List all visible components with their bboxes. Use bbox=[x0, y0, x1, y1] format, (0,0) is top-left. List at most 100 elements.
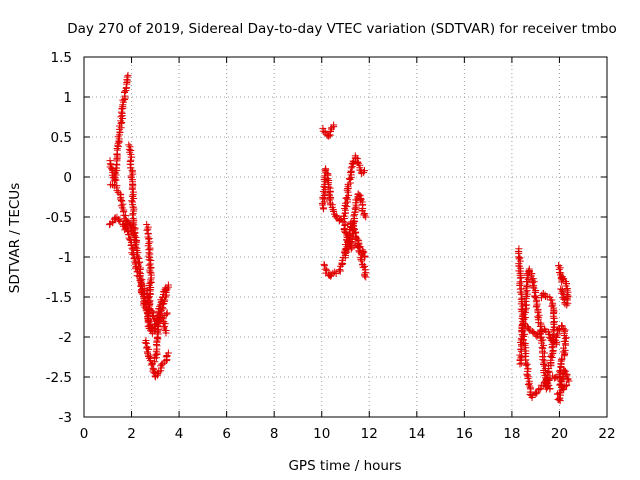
data-point bbox=[325, 183, 333, 191]
data-point bbox=[563, 372, 571, 380]
data-point bbox=[362, 213, 370, 221]
y-axis: -3 -2.5 -2 -1.5 -1 -0.5 0 0.5 1 1.5 bbox=[46, 50, 607, 426]
x-tick-label: 4 bbox=[175, 426, 184, 442]
data-point bbox=[164, 281, 172, 289]
data-point bbox=[123, 228, 131, 236]
y-tick-label: 1 bbox=[63, 90, 72, 106]
data-point bbox=[136, 273, 144, 281]
data-point bbox=[526, 327, 534, 335]
plot-frame bbox=[83, 56, 608, 418]
data-point bbox=[112, 164, 120, 172]
x-tick-label: 0 bbox=[80, 426, 89, 442]
data-point bbox=[523, 281, 531, 289]
data-point bbox=[345, 191, 353, 199]
data-point bbox=[549, 301, 557, 309]
data-point bbox=[113, 187, 121, 195]
data-point bbox=[141, 339, 149, 347]
data-point bbox=[162, 353, 170, 361]
data-point bbox=[561, 383, 569, 391]
data-point bbox=[529, 275, 537, 283]
data-point bbox=[121, 212, 129, 220]
data-point bbox=[143, 309, 151, 317]
data-point bbox=[531, 293, 539, 301]
data-point bbox=[148, 329, 156, 337]
data-point bbox=[336, 266, 344, 274]
data-points bbox=[106, 71, 573, 405]
data-point bbox=[564, 375, 572, 383]
data-point bbox=[530, 278, 538, 286]
x-tick-label: 22 bbox=[598, 426, 615, 442]
data-point bbox=[143, 344, 151, 352]
data-point bbox=[548, 296, 556, 304]
data-point bbox=[146, 268, 154, 276]
data-point bbox=[319, 187, 327, 195]
y-tick-label: 1.5 bbox=[51, 50, 72, 66]
y-axis-label: SDTVAR / TECUs bbox=[7, 183, 23, 293]
data-point bbox=[147, 361, 155, 369]
data-point bbox=[540, 326, 548, 334]
data-point bbox=[163, 309, 171, 317]
data-point bbox=[558, 322, 566, 330]
data-point bbox=[143, 289, 151, 297]
data-point bbox=[341, 229, 349, 237]
data-point bbox=[360, 168, 368, 176]
data-point bbox=[354, 236, 362, 244]
data-point bbox=[128, 197, 136, 205]
x-tick-label: 14 bbox=[408, 426, 425, 442]
data-point bbox=[131, 244, 139, 252]
data-point bbox=[146, 238, 154, 246]
y-tick-label: -1.5 bbox=[46, 290, 72, 306]
data-point bbox=[137, 282, 145, 290]
data-point bbox=[118, 118, 126, 126]
data-point bbox=[135, 258, 143, 266]
chart-title: Day 270 of 2019, Sidereal Day-to-day VTE… bbox=[67, 21, 616, 37]
data-point bbox=[529, 283, 537, 291]
data-point bbox=[330, 121, 338, 129]
data-point bbox=[557, 285, 565, 293]
data-point bbox=[516, 351, 524, 359]
data-point bbox=[129, 220, 137, 228]
data-point bbox=[356, 196, 364, 204]
data-point bbox=[562, 334, 570, 342]
data-point bbox=[556, 264, 564, 272]
data-point bbox=[350, 212, 358, 220]
x-tick-label: 10 bbox=[313, 426, 330, 442]
data-point bbox=[164, 349, 172, 357]
data-point bbox=[542, 385, 550, 393]
data-point bbox=[535, 386, 543, 394]
data-point bbox=[361, 272, 369, 280]
data-point bbox=[127, 153, 135, 161]
data-point bbox=[132, 240, 140, 248]
y-tick-label: -1 bbox=[59, 250, 72, 266]
data-point bbox=[534, 313, 542, 321]
data-point bbox=[536, 385, 544, 393]
data-point bbox=[115, 216, 123, 224]
data-point bbox=[345, 233, 353, 241]
data-point bbox=[137, 288, 145, 296]
data-point bbox=[539, 336, 547, 344]
x-tick-label: 18 bbox=[503, 426, 520, 442]
data-point bbox=[124, 231, 132, 239]
data-point bbox=[361, 167, 369, 175]
x-tick-label: 6 bbox=[222, 426, 231, 442]
x-axis: 0 2 4 6 8 10 12 14 16 18 20 22 bbox=[80, 57, 616, 442]
data-point bbox=[523, 301, 531, 309]
data-point bbox=[121, 88, 129, 96]
data-point bbox=[163, 310, 171, 318]
data-point bbox=[320, 262, 328, 270]
data-point bbox=[124, 226, 132, 234]
x-axis-label: GPS time / hours bbox=[288, 458, 401, 474]
x-tick-label: 2 bbox=[127, 426, 136, 442]
data-point bbox=[143, 226, 151, 234]
data-point bbox=[119, 200, 127, 208]
data-point bbox=[522, 361, 530, 369]
grid-lines bbox=[84, 57, 607, 417]
data-point bbox=[124, 71, 132, 79]
data-point bbox=[135, 262, 143, 270]
data-point bbox=[540, 361, 548, 369]
data-point bbox=[332, 213, 340, 221]
data-point bbox=[135, 268, 143, 276]
data-point bbox=[361, 262, 369, 270]
data-point bbox=[559, 294, 567, 302]
